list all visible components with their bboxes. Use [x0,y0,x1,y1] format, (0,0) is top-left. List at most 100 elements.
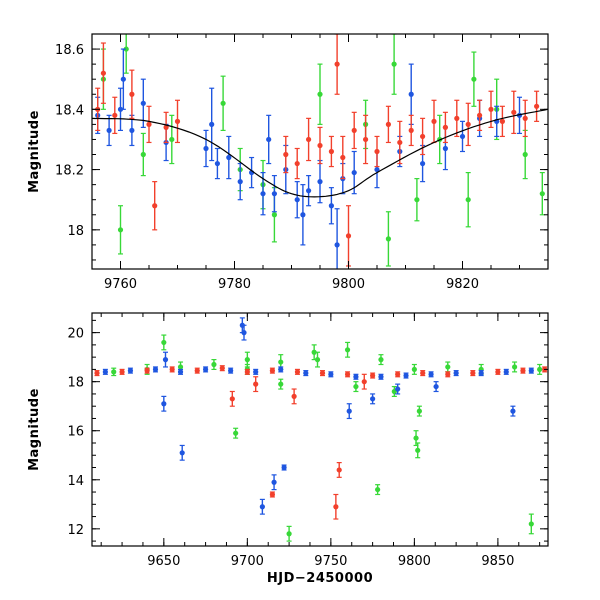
green-data-point [537,366,543,373]
blue-data-point [127,368,134,374]
series-green [111,334,543,542]
x-axis-label: HJD−2450000 [267,571,373,586]
blue-data-point [403,372,409,379]
red-data-point [499,118,505,124]
red-data-point [291,393,297,399]
green-data-point [117,227,124,233]
red-data-point [328,148,334,155]
blue-data-point [420,160,426,167]
blue-data-point [214,160,220,167]
red-data-point [395,371,401,377]
green-data-point [391,61,397,67]
blue-data-point [510,408,516,414]
blue-data-point [228,368,234,374]
red-data-point [119,369,125,375]
blue-data-point [271,479,277,485]
green-data-point [177,364,184,370]
x-tick-label: 9650 [147,554,180,569]
red-data-point [363,136,369,143]
red-data-point [317,142,323,149]
blue-data-point [281,464,287,471]
series-blue [102,317,534,515]
series-green [100,34,545,267]
red-data-point [445,371,451,377]
series-blue [95,48,523,269]
green-data-point [385,236,391,242]
red-data-point [340,154,346,161]
red-data-point [374,148,380,155]
red-data-point [408,127,414,134]
blue-data-point [226,154,232,161]
y-tick-label: 18.4 [55,103,84,118]
red-data-point [283,151,289,158]
blue-data-point [303,370,309,376]
red-data-point [306,136,312,143]
green-data-point [314,357,321,363]
green-data-point [413,435,419,441]
green-data-point [411,366,417,373]
green-data-point [539,191,545,197]
green-data-point [278,381,284,387]
blue-data-point [271,191,277,197]
bottom-panel: 9650 9700 9750 9800 9850 12 14 16 18 20 Magnitude… [27,312,549,586]
blue-data-point [120,76,126,82]
red-data-point [336,467,342,473]
green-data-point [233,430,239,436]
y-tick-label: 20 [67,327,84,342]
blue-data-point [253,369,259,375]
x-tick-label: 9800 [332,277,365,292]
green-data-point [465,197,471,203]
blue-data-point [433,383,439,390]
red-data-point [146,121,152,127]
green-data-point [123,46,129,52]
green-data-point [286,531,292,537]
green-data-point [271,212,277,218]
red-data-point [495,369,501,375]
green-data-point [471,76,477,82]
blue-data-point [459,133,466,140]
red-data-point [385,121,391,127]
blue-data-point [203,145,209,152]
green-data-point [244,357,250,363]
red-data-point [511,109,517,115]
blue-data-point [102,369,108,375]
red-data-point [361,379,367,385]
red-data-point [333,504,339,510]
blue-data-point [328,203,334,209]
red-data-point [229,396,235,402]
green-data-point [414,197,420,203]
blue-data-point [378,374,384,380]
red-data-point [294,160,300,167]
green-data-point [445,364,451,370]
green-data-point [528,521,534,527]
red-data-point [163,124,169,130]
bottom-axis-ticks: 9650 9700 9750 9800 9850 12 14 16 18 20 [67,313,548,569]
green-data-point [311,349,317,355]
blue-data-point [353,374,359,380]
green-data-point [344,347,351,353]
blue-data-point [202,366,209,373]
green-data-point [522,151,528,158]
y-tick-label: 12 [67,523,84,538]
x-tick-label: 9800 [398,554,431,569]
green-data-point [140,151,146,158]
x-tick-label: 9750 [314,554,347,569]
green-data-point [220,100,226,106]
red-data-point [194,368,200,374]
red-data-point [454,115,460,121]
red-data-point [420,133,426,140]
green-data-point [111,369,117,375]
green-data-point [375,486,381,493]
red-data-point [294,369,301,375]
red-data-point [520,368,526,374]
blue-data-point [317,179,323,185]
red-data-point [253,381,259,387]
blue-data-point [346,408,352,414]
blue-data-point [239,322,245,328]
blue-data-point [260,191,266,197]
y-tick-label: 18 [67,224,84,239]
bottom-plot-frame [91,312,549,547]
red-data-point [334,61,340,67]
blue-data-point [294,197,300,203]
top-panel: 9760 9780 9800 9820 18 18.2 18.4 18.6 Magnitude [27,33,549,292]
